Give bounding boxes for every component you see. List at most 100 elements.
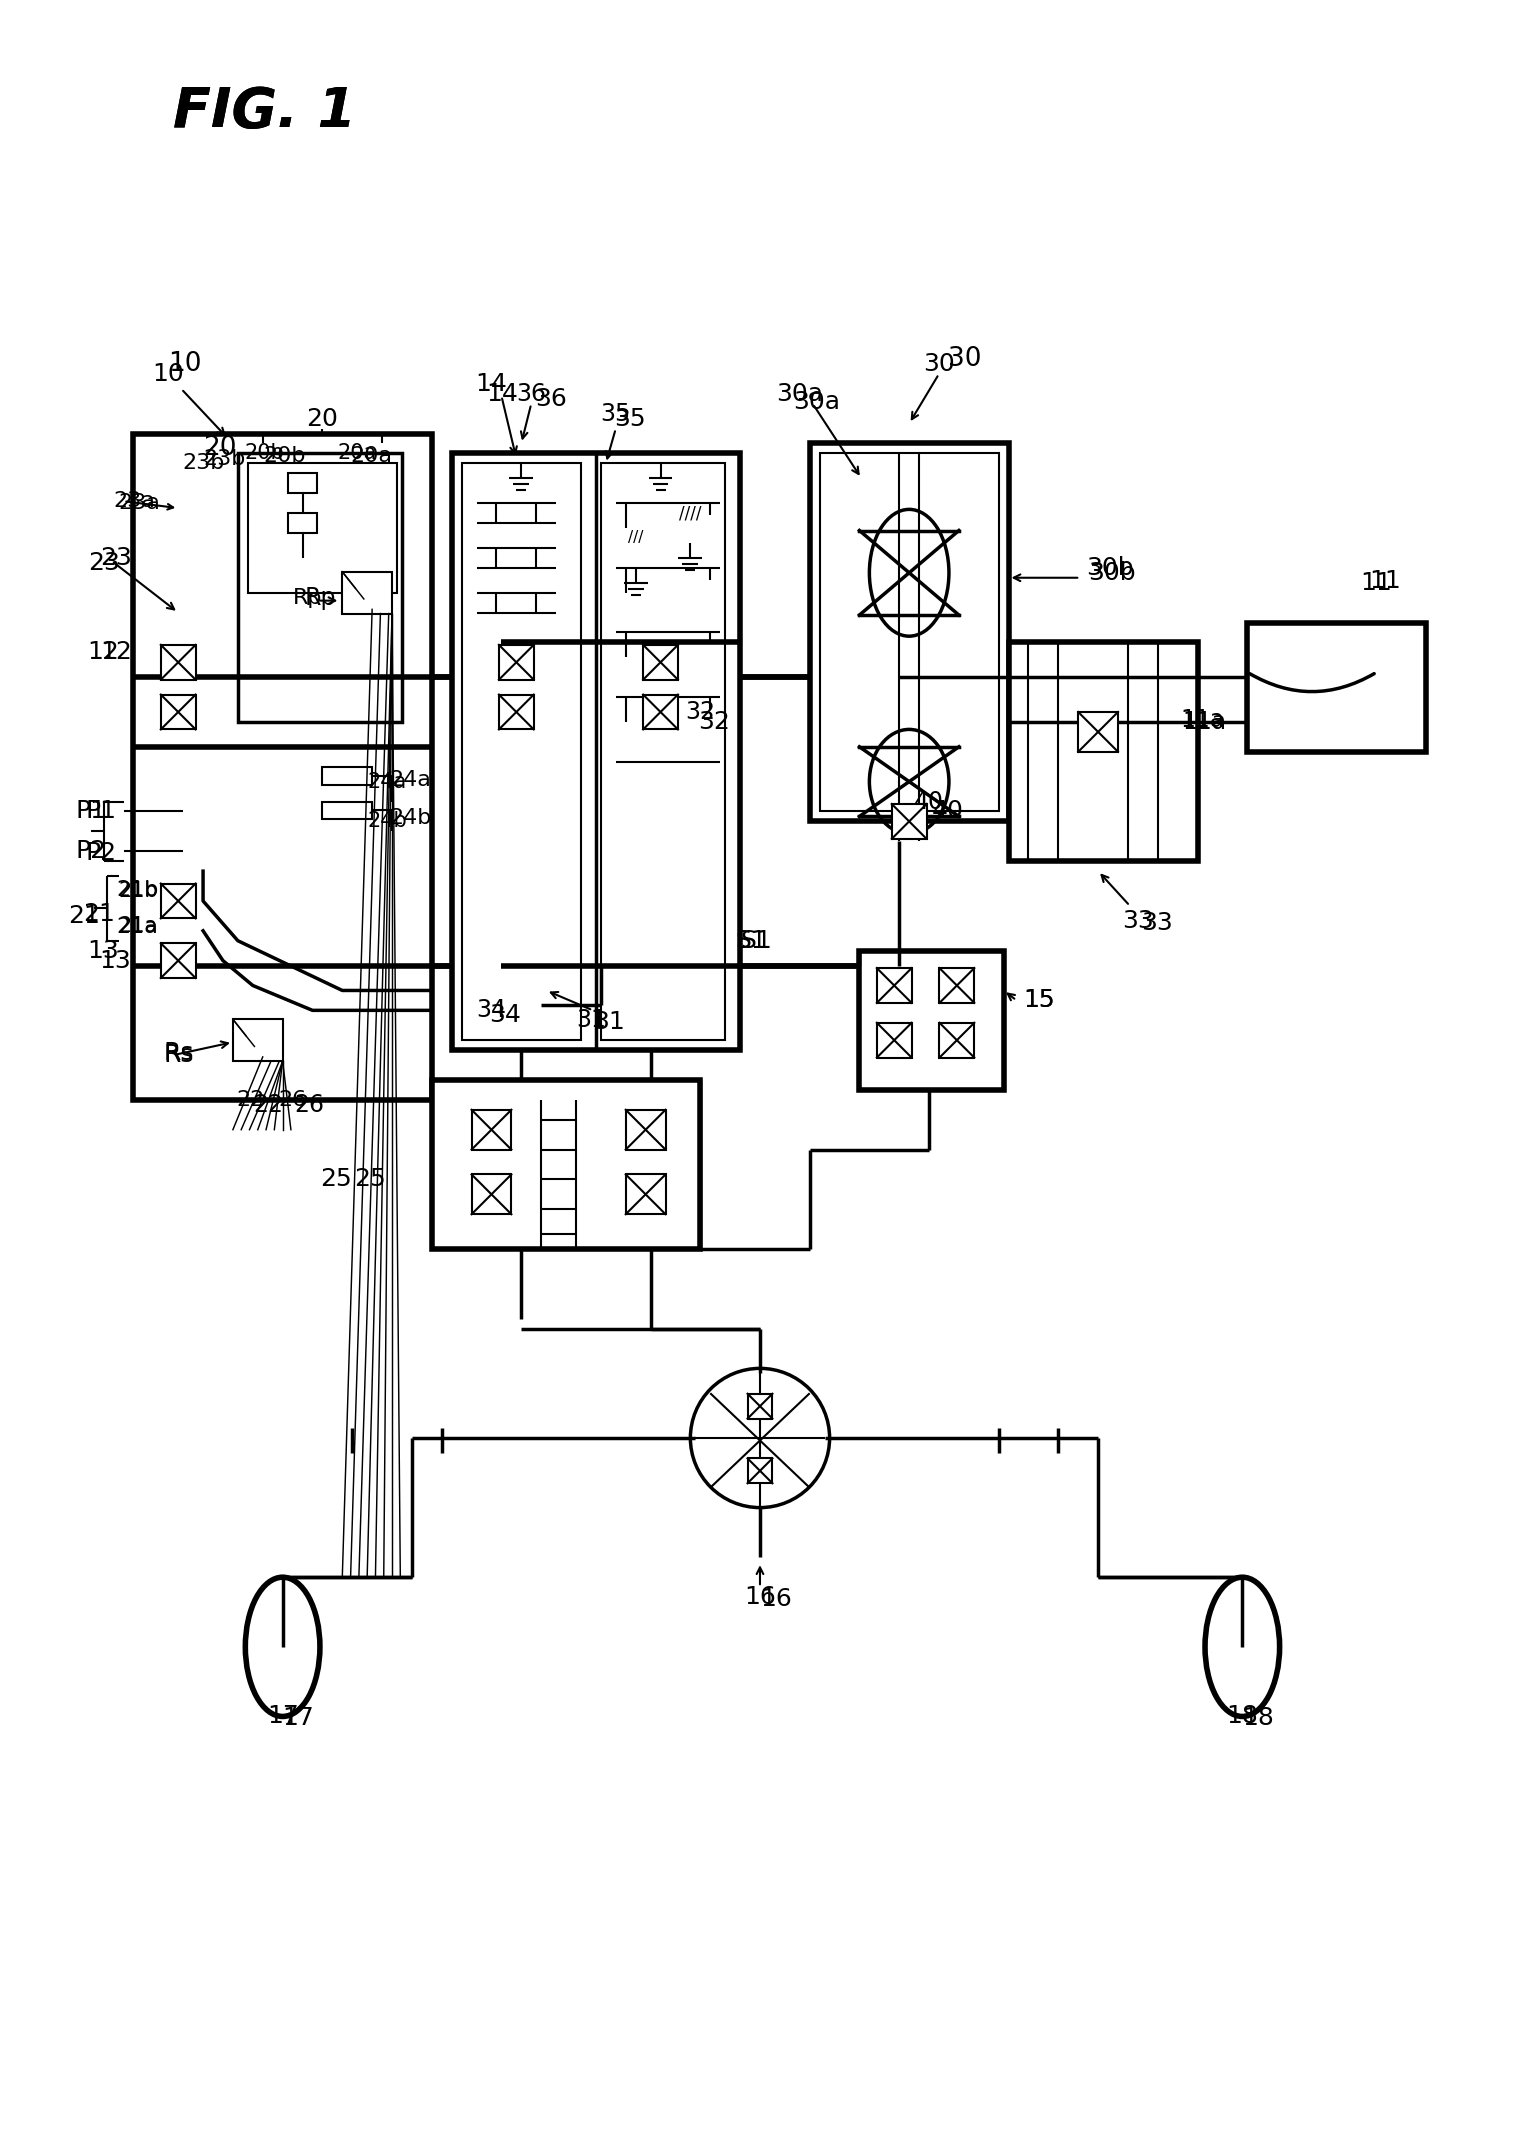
Text: S1: S1 bbox=[736, 928, 768, 952]
Bar bbox=[133, 434, 431, 1100]
Text: 21: 21 bbox=[68, 905, 100, 928]
Text: 36: 36 bbox=[516, 383, 547, 406]
Text: 15: 15 bbox=[1023, 989, 1055, 1012]
Bar bbox=[431, 1081, 701, 1249]
Text: 10: 10 bbox=[168, 350, 201, 376]
Bar bbox=[625, 1109, 666, 1150]
Bar bbox=[238, 453, 401, 722]
Bar bbox=[819, 453, 999, 812]
Text: 15: 15 bbox=[1023, 989, 1055, 1012]
Text: 23b: 23b bbox=[182, 453, 224, 473]
Bar bbox=[233, 1019, 283, 1062]
Text: 30: 30 bbox=[924, 352, 955, 376]
Text: 31: 31 bbox=[593, 1010, 625, 1034]
Text: 21: 21 bbox=[83, 903, 115, 926]
Text: 18: 18 bbox=[1243, 1706, 1275, 1730]
Text: 20b: 20b bbox=[245, 443, 285, 464]
Text: 30b: 30b bbox=[1086, 557, 1134, 580]
Text: 26: 26 bbox=[279, 1090, 307, 1109]
Bar bbox=[877, 1023, 911, 1057]
Bar bbox=[748, 1459, 772, 1483]
Text: 22: 22 bbox=[253, 1094, 283, 1117]
Bar bbox=[500, 645, 534, 679]
Bar bbox=[160, 645, 195, 679]
Text: 34: 34 bbox=[477, 999, 507, 1023]
Text: 21b: 21b bbox=[118, 881, 159, 900]
Text: 12: 12 bbox=[100, 640, 133, 664]
Text: 32: 32 bbox=[698, 709, 730, 735]
Text: 11: 11 bbox=[1370, 569, 1402, 593]
Text: 23: 23 bbox=[88, 550, 120, 574]
Text: 17: 17 bbox=[266, 1704, 298, 1728]
Text: S1: S1 bbox=[740, 928, 772, 952]
Bar bbox=[601, 464, 725, 1040]
Text: 25: 25 bbox=[321, 1167, 353, 1191]
Text: 18: 18 bbox=[1226, 1704, 1258, 1728]
Text: 23a: 23a bbox=[114, 492, 156, 511]
Text: FIG. 1: FIG. 1 bbox=[173, 86, 356, 140]
Bar bbox=[940, 967, 975, 1004]
Text: 20b: 20b bbox=[263, 447, 306, 466]
Text: 12: 12 bbox=[88, 640, 120, 664]
Text: 36: 36 bbox=[536, 387, 568, 410]
Text: Rs: Rs bbox=[164, 1040, 194, 1066]
Bar bbox=[748, 1395, 772, 1418]
Text: 30b: 30b bbox=[1089, 561, 1136, 585]
Text: 33: 33 bbox=[1142, 911, 1173, 935]
Bar bbox=[877, 967, 911, 1004]
Text: 26: 26 bbox=[295, 1094, 324, 1117]
Bar bbox=[288, 473, 318, 494]
Text: P1: P1 bbox=[76, 799, 106, 823]
Text: 20: 20 bbox=[306, 406, 338, 430]
Text: P2: P2 bbox=[86, 840, 117, 866]
Text: 24b: 24b bbox=[368, 812, 407, 832]
Text: 20a: 20a bbox=[350, 447, 392, 466]
Text: 35: 35 bbox=[613, 406, 645, 430]
Text: 24b: 24b bbox=[389, 808, 431, 827]
Bar bbox=[451, 453, 740, 1051]
Bar bbox=[471, 1109, 512, 1150]
Text: 30a: 30a bbox=[793, 389, 840, 415]
Text: FIG. 1: FIG. 1 bbox=[173, 86, 356, 140]
Bar bbox=[160, 943, 195, 978]
Bar bbox=[248, 464, 397, 593]
Text: 23: 23 bbox=[100, 546, 132, 569]
Text: 24a: 24a bbox=[389, 769, 431, 789]
Bar bbox=[643, 694, 678, 729]
Text: 11a: 11a bbox=[1181, 707, 1225, 733]
Text: P2: P2 bbox=[76, 840, 106, 864]
Text: 22: 22 bbox=[236, 1090, 265, 1109]
Text: 21a: 21a bbox=[118, 915, 157, 935]
Text: 33: 33 bbox=[1122, 909, 1154, 933]
Text: 14: 14 bbox=[475, 372, 507, 395]
Text: 13: 13 bbox=[100, 948, 132, 973]
Text: 30: 30 bbox=[948, 346, 981, 372]
Text: 25: 25 bbox=[354, 1167, 386, 1191]
Bar bbox=[322, 767, 372, 784]
Text: 40: 40 bbox=[933, 799, 964, 823]
Bar bbox=[1248, 623, 1426, 752]
Text: 23a: 23a bbox=[118, 492, 160, 514]
Text: 16: 16 bbox=[743, 1586, 775, 1610]
Text: 32: 32 bbox=[686, 701, 715, 724]
Bar bbox=[1008, 643, 1198, 862]
Text: 11: 11 bbox=[1361, 572, 1393, 595]
Bar bbox=[892, 804, 927, 838]
Bar bbox=[462, 464, 581, 1040]
Text: 34: 34 bbox=[489, 1004, 521, 1027]
Text: 40: 40 bbox=[914, 789, 945, 814]
Bar bbox=[288, 514, 318, 533]
Text: 31: 31 bbox=[575, 1008, 606, 1032]
Bar bbox=[625, 1176, 666, 1214]
Text: 23b: 23b bbox=[203, 449, 245, 468]
Text: Rp: Rp bbox=[304, 587, 336, 610]
Text: 35: 35 bbox=[601, 402, 631, 426]
Bar bbox=[471, 1176, 512, 1214]
Bar bbox=[810, 443, 1008, 821]
Text: ////: //// bbox=[680, 505, 701, 522]
Text: 20a: 20a bbox=[338, 443, 377, 464]
Bar bbox=[500, 694, 534, 729]
Bar bbox=[860, 950, 1004, 1090]
Bar bbox=[643, 645, 678, 679]
Text: 10: 10 bbox=[153, 361, 185, 387]
